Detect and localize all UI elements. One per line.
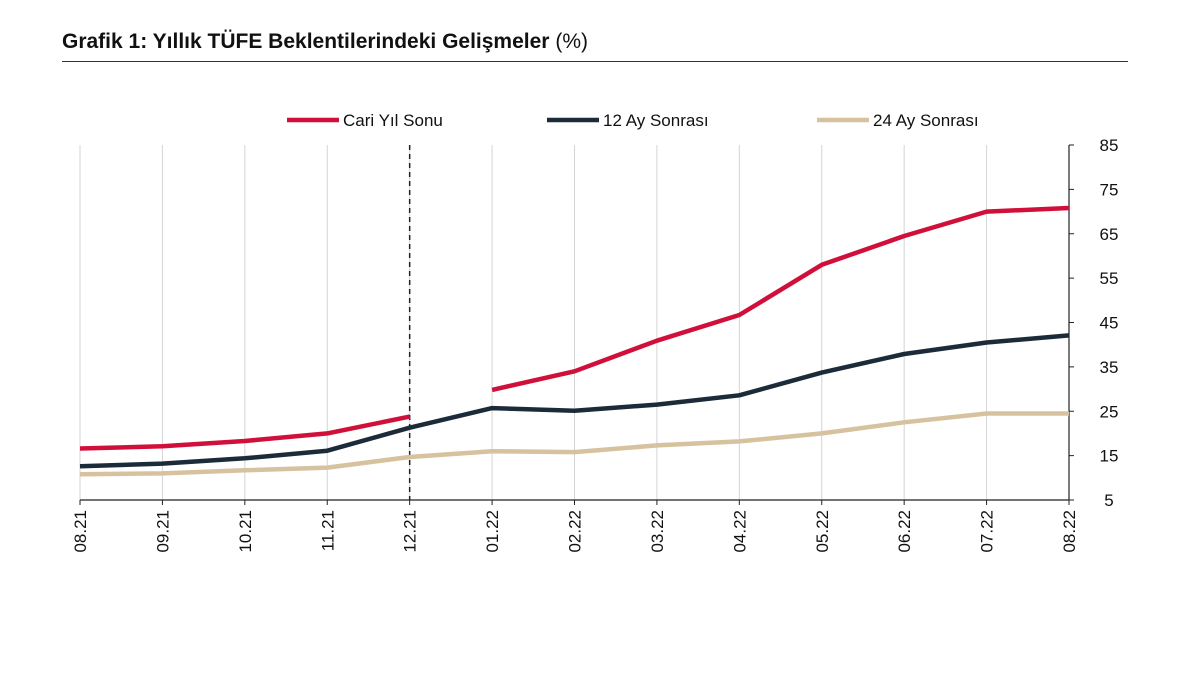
legend-label-1: Cari Yıl Sonu bbox=[343, 111, 443, 130]
x-tick-labels: 08.21 09.21 10.21 11.21 12.21 01.22 02.22 03.22… bbox=[71, 510, 1079, 553]
title-unit: (%) bbox=[555, 30, 588, 53]
x-tick-label: 11.21 bbox=[318, 510, 337, 551]
y-tick-label: 85 bbox=[1100, 136, 1119, 155]
y-tick-label: 35 bbox=[1100, 358, 1119, 377]
axes bbox=[79, 144, 1074, 505]
x-tick-label: 09.21 bbox=[153, 510, 172, 553]
x-tick-label: 10.21 bbox=[236, 510, 255, 553]
y-tick-label: 75 bbox=[1100, 180, 1119, 199]
y-tick-label: 5 bbox=[1104, 491, 1113, 510]
x-tick-label: 08.22 bbox=[1060, 510, 1079, 553]
series-line-1-segment-2 bbox=[491, 205, 1070, 393]
y-tick-label: 55 bbox=[1100, 269, 1119, 288]
title-main: Grafik 1: Yıllık TÜFE Beklentilerindeki … bbox=[62, 30, 550, 53]
x-tick-label: 12.21 bbox=[401, 510, 420, 553]
series-line-1-segment-1 bbox=[79, 414, 411, 451]
grid-lines bbox=[79, 145, 1070, 500]
legend: Cari Yıl Sonu 12 Ay Sonrası 24 Ay Sonrası bbox=[287, 111, 979, 130]
legend-label-3: 24 Ay Sonrası bbox=[873, 111, 979, 130]
x-tick-label: 07.22 bbox=[978, 510, 997, 553]
y-tick-label: 25 bbox=[1100, 402, 1119, 421]
y-tick-label: 65 bbox=[1100, 225, 1119, 244]
chart-title: Grafik 1: Yıllık TÜFE Beklentilerindeki … bbox=[62, 30, 1132, 54]
y-tick-label: 15 bbox=[1100, 447, 1119, 466]
x-tick-label: 03.22 bbox=[648, 510, 667, 553]
x-tick-label: 01.22 bbox=[483, 510, 502, 553]
x-tick-label: 05.22 bbox=[813, 510, 832, 553]
x-tick-label: 08.21 bbox=[71, 510, 90, 553]
title-rule bbox=[62, 61, 1128, 62]
series-line-3-segment-1 bbox=[79, 411, 1069, 477]
y-tick-labels: 5 15 25 35 45 55 65 75 85 bbox=[1100, 136, 1119, 510]
page-title: Grafik 1: Yıllık TÜFE Beklentilerindeki … bbox=[62, 30, 588, 53]
y-tick-label: 45 bbox=[1100, 314, 1119, 333]
x-tick-label: 04.22 bbox=[730, 510, 749, 553]
legend-label-2: 12 Ay Sonrası bbox=[603, 111, 709, 130]
x-tick-label: 02.22 bbox=[566, 510, 585, 553]
series-lines bbox=[79, 205, 1070, 477]
x-tick-label: 06.22 bbox=[895, 510, 914, 553]
series-line-2-segment-1 bbox=[79, 333, 1070, 469]
